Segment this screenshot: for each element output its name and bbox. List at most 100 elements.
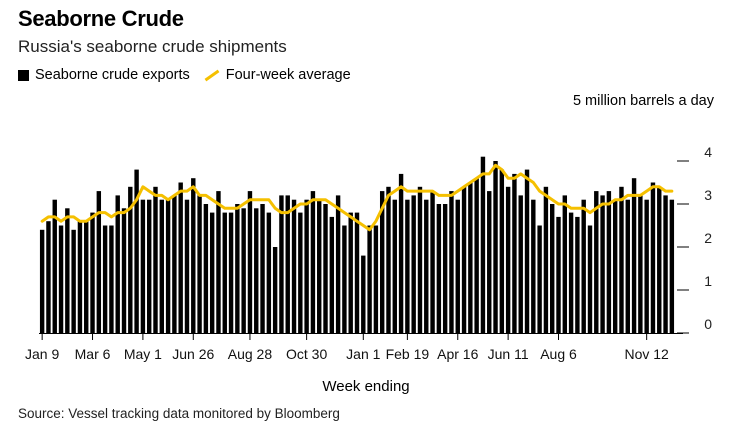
bar xyxy=(499,169,505,333)
bar xyxy=(317,199,322,333)
bar xyxy=(556,216,561,333)
bar xyxy=(279,195,284,333)
bar xyxy=(247,191,253,333)
x-tick-label: Oct 30 xyxy=(286,346,327,362)
x-tick-label: Apr 16 xyxy=(437,346,478,362)
bar xyxy=(524,169,530,333)
bar xyxy=(449,191,454,333)
legend-item-bars: Seaborne crude exports xyxy=(18,67,190,83)
bar xyxy=(354,212,360,333)
bar xyxy=(58,225,64,333)
bar xyxy=(417,186,423,333)
bar xyxy=(531,199,536,333)
x-tick-label: Jun 11 xyxy=(488,346,529,362)
bar xyxy=(663,195,668,333)
legend-item-line: Four-week average xyxy=(204,67,351,83)
bar xyxy=(197,195,202,333)
bar xyxy=(134,169,139,333)
bar xyxy=(216,191,221,333)
bar xyxy=(474,178,479,333)
bar xyxy=(468,182,473,333)
bar xyxy=(619,186,624,333)
bar xyxy=(203,204,209,333)
bar xyxy=(90,212,95,333)
bar xyxy=(600,195,605,333)
bar xyxy=(329,216,335,333)
legend-bar-swatch xyxy=(18,69,29,81)
source-note: Source: Vessel tracking data monitored b… xyxy=(18,406,340,421)
bar xyxy=(625,199,630,333)
bar xyxy=(115,195,120,333)
bar xyxy=(128,186,133,333)
x-tick-label: Jan 1 xyxy=(346,346,380,362)
bar xyxy=(65,208,70,333)
bar xyxy=(285,195,290,333)
bar xyxy=(575,216,580,333)
bar xyxy=(272,247,278,333)
bar xyxy=(71,229,76,333)
bar xyxy=(254,208,259,333)
bar xyxy=(581,199,586,333)
bar xyxy=(52,199,57,333)
bar xyxy=(518,195,523,333)
bar xyxy=(587,225,593,333)
bar xyxy=(386,186,391,333)
y-tick-label: 1 xyxy=(704,273,712,289)
bar xyxy=(178,182,183,333)
bar xyxy=(461,186,467,333)
bar xyxy=(550,204,555,333)
bar xyxy=(606,191,612,333)
bar xyxy=(209,212,215,333)
y-tick-label: 0 xyxy=(704,316,712,332)
y-tick-label: 2 xyxy=(704,230,712,246)
bar xyxy=(480,156,486,333)
bar xyxy=(436,204,442,333)
bar xyxy=(159,199,164,333)
bar xyxy=(140,199,146,333)
bar xyxy=(405,199,410,333)
bar xyxy=(373,225,379,333)
y-tick-label: 4 xyxy=(704,144,712,160)
bar xyxy=(191,178,196,333)
bar xyxy=(361,255,366,333)
bar xyxy=(631,178,637,333)
x-tick-label: Feb 19 xyxy=(386,346,430,362)
legend: Seaborne crude exports Four-week average xyxy=(18,67,365,83)
x-tick-label: May 1 xyxy=(124,346,162,362)
bar xyxy=(392,199,397,333)
bar xyxy=(235,204,240,333)
bar xyxy=(222,212,227,333)
bar xyxy=(102,225,108,333)
bar xyxy=(657,186,662,333)
bar xyxy=(568,212,574,333)
bar xyxy=(146,199,152,333)
bar xyxy=(46,221,51,333)
bar xyxy=(228,212,234,333)
chart-subtitle: Russia's seaborne crude shipments xyxy=(18,37,287,56)
bar xyxy=(121,208,127,333)
bar xyxy=(165,199,171,333)
bar xyxy=(335,195,341,333)
four-week-average-line xyxy=(40,163,674,232)
bar xyxy=(77,221,83,333)
bar xyxy=(39,229,45,333)
bar xyxy=(650,182,656,333)
bar xyxy=(260,204,265,333)
bar xyxy=(505,186,511,333)
bar xyxy=(241,208,246,333)
bar xyxy=(342,225,347,333)
bar xyxy=(109,225,114,333)
bar xyxy=(430,191,435,333)
x-tick-label: Aug 6 xyxy=(540,346,577,362)
x-tick-label: Mar 6 xyxy=(75,346,111,362)
bar xyxy=(537,225,542,333)
bar xyxy=(562,195,568,333)
bar xyxy=(298,212,303,333)
x-tick-label: Jan 9 xyxy=(25,346,59,362)
x-tick-label: Nov 12 xyxy=(624,346,669,362)
bar xyxy=(310,191,316,333)
bar xyxy=(612,199,618,333)
bar xyxy=(266,212,272,333)
bar xyxy=(455,199,460,333)
